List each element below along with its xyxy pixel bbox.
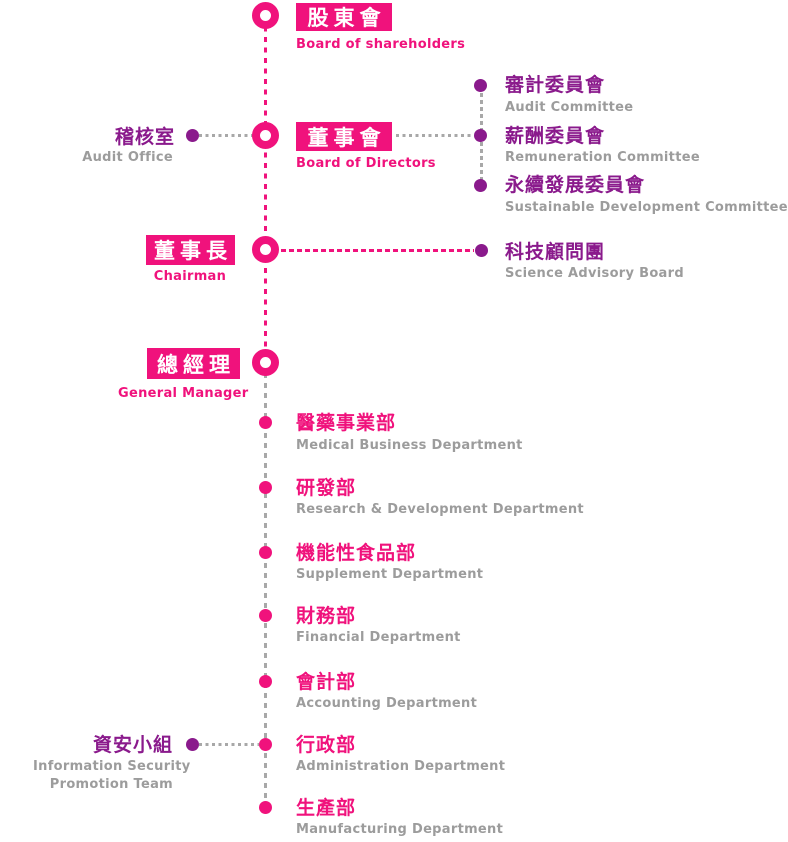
committee-1-label-zh: 薪酬委員會 (505, 125, 606, 147)
spine-line-bottom (264, 363, 267, 809)
general-manager-box: 總經理 (147, 348, 240, 379)
node-chairman (252, 236, 279, 263)
connector-audit-office (199, 134, 253, 137)
department-1-label-en: Research & Development Department (296, 502, 584, 517)
committee-dot-1 (474, 129, 487, 142)
department-2-label-en: Supplement Department (296, 567, 484, 582)
directors-box: 董事會 (296, 122, 392, 151)
infosec-label-en-line2: Promotion Team (49, 777, 173, 792)
advisory-label-en: Science Advisory Board (505, 266, 684, 281)
connector-advisory (281, 249, 474, 252)
committee-dot-0 (474, 79, 487, 92)
shareholders-label-zh: 股東會 (307, 6, 386, 30)
connector-committees (396, 134, 474, 137)
committee-1-label-en: Remuneration Committee (505, 150, 700, 165)
committee-2-label-en: Sustainable Development Committee (505, 200, 788, 215)
department-4-label-zh: 會計部 (296, 671, 357, 693)
node-general-manager (252, 349, 279, 376)
department-5-label-en: Administration Department (296, 759, 506, 774)
audit-office-dot (186, 129, 199, 142)
department-dot-0 (259, 416, 272, 429)
department-4-label-en: Accounting Department (296, 696, 478, 711)
directors-label-zh: 董事會 (307, 125, 386, 150)
general-manager-label-en: General Manager (118, 386, 249, 401)
department-dot-2 (259, 546, 272, 559)
node-directors (252, 122, 279, 149)
advisory-label-zh: 科技顧問團 (505, 241, 606, 263)
department-dot-6 (259, 801, 272, 814)
audit-office-label-en: Audit Office (82, 150, 173, 165)
department-3-label-en: Financial Department (296, 630, 461, 645)
shareholders-label-en: Board of shareholders (296, 37, 466, 52)
spine-line-top (264, 16, 267, 363)
department-dot-4 (259, 675, 272, 688)
connector-infosec (199, 743, 259, 746)
department-0-label-en: Medical Business Department (296, 438, 523, 453)
infosec-dot (186, 738, 199, 751)
shareholders-box: 股東會 (296, 3, 392, 31)
infosec-label-zh: 資安小組 (92, 734, 173, 756)
department-6-label-en: Manufacturing Department (296, 822, 504, 837)
audit-office-label-zh: 稽核室 (114, 126, 175, 148)
department-dot-5 (259, 738, 272, 751)
department-0-label-zh: 醫藥事業部 (296, 412, 397, 434)
advisory-dot (475, 244, 488, 257)
chairman-box: 董事長 (146, 235, 235, 265)
committee-0-label-zh: 審計委員會 (505, 74, 606, 96)
department-3-label-zh: 財務部 (296, 605, 357, 627)
department-6-label-zh: 生產部 (296, 797, 357, 819)
general-manager-label-zh: 總經理 (157, 352, 235, 377)
department-1-label-zh: 研發部 (296, 477, 357, 499)
department-dot-3 (259, 609, 272, 622)
infosec-label-en-line1: Information Security (33, 759, 191, 774)
node-shareholders (252, 2, 279, 29)
chairman-label-zh: 董事長 (154, 239, 232, 263)
department-2-label-zh: 機能性食品部 (296, 542, 417, 564)
department-dot-1 (259, 481, 272, 494)
department-5-label-zh: 行政部 (296, 734, 357, 756)
committee-2-label-zh: 永續發展委員會 (505, 174, 646, 196)
committee-dot-2 (474, 179, 487, 192)
chairman-label-en: Chairman (153, 269, 227, 284)
committee-0-label-en: Audit Committee (505, 100, 634, 115)
directors-label-en: Board of Directors (296, 156, 436, 171)
